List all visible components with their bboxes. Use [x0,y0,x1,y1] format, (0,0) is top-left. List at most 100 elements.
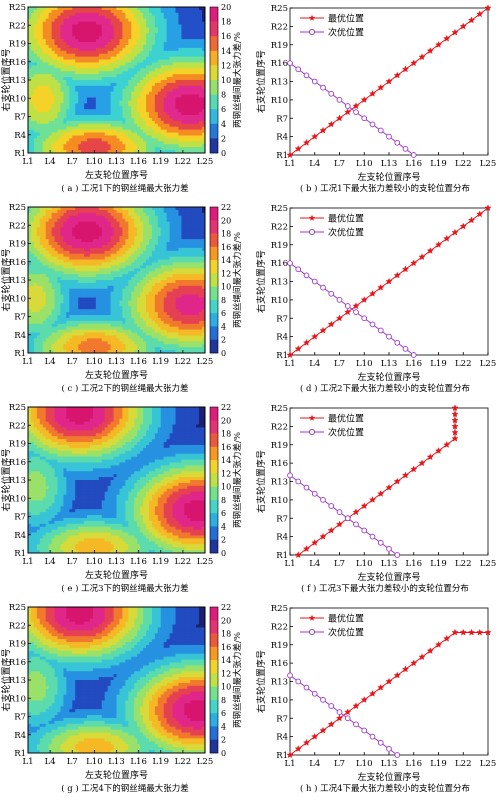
contour-cell [113,271,117,275]
contour-cell [193,242,197,246]
y-tick-label: R19 [9,40,26,50]
contour-cell [196,88,200,93]
contour-cell [92,59,97,63]
contour-cell [190,297,194,301]
contour-cell [151,68,156,72]
contour-cell [33,209,38,214]
contour-cell [42,126,47,131]
contour-cell [95,18,100,22]
contour-cell [33,80,38,84]
contour-cell [69,236,73,240]
contour-cell [160,42,165,46]
contour-cell [122,68,126,72]
contour-cell [119,117,123,122]
contour-cell [30,50,35,55]
contour-cell [30,144,35,148]
contour-cell [181,39,185,43]
contour-cell [113,215,117,220]
contour-cell [140,277,144,281]
contour-cell [193,126,197,131]
contour-cell [116,147,120,151]
contour-cell [131,21,135,25]
contour-cell [154,97,159,101]
contour-cell [128,242,132,246]
contour-cell [87,9,91,14]
contour-cell [151,227,156,231]
contour-cell [146,132,150,136]
contour-cell [33,9,38,14]
contour-cell [166,212,170,217]
contour-cell [187,274,191,278]
contour-cell [36,271,41,275]
contour-cell [172,36,176,40]
contour-cell [202,242,206,246]
contour-cell [45,271,50,275]
contour-cell [36,138,41,142]
contour-cell [190,106,194,110]
contour-cell [122,282,126,287]
contour-cell [72,24,76,28]
contour-cell [181,265,185,269]
contour-cell [137,109,141,113]
contour-cell [199,33,203,37]
contour-cell [202,53,206,58]
contour-cell [160,21,165,25]
contour-cell [42,150,47,154]
contour-cell [178,112,182,116]
contour-cell [110,259,114,263]
contour-cell [166,250,170,255]
contour-cell [98,123,103,128]
contour-cell [51,15,55,20]
contour-cell [131,147,135,151]
contour-cell [122,97,126,101]
contour-cell [128,135,132,139]
contour-cell [178,207,182,211]
contour-cell [154,132,159,136]
contour-cell [60,112,64,116]
contour-cell [51,112,55,116]
contour-cell [131,247,135,252]
contour-cell [60,280,64,284]
contour-cell [33,282,38,287]
contour-cell [190,277,194,281]
contour-cell [72,247,76,252]
contour-cell [63,88,67,93]
contour-cell [101,277,106,281]
contour-cell [134,103,138,107]
contour-cell [151,77,156,81]
contour-cell [175,242,179,246]
contour-cell [51,94,55,98]
contour-cell [172,88,176,93]
contour-cell [202,50,206,55]
contour-cell [78,56,82,60]
contour-cell [92,53,97,58]
contour-cell [125,277,129,281]
contour-cell [110,209,114,214]
contour-cell [160,47,165,52]
contour-cell [202,80,206,84]
contour-cell [184,97,188,101]
contour-cell [33,233,38,237]
contour-cell [119,112,123,116]
contour-cell [116,221,120,225]
contour-cell [92,56,97,60]
contour-cell [92,277,97,281]
contour-cell [134,12,138,17]
contour-cell [128,100,132,104]
contour-cell [33,30,38,34]
contour-cell [184,91,188,95]
contour-cell [190,12,194,17]
contour-cell [187,297,191,301]
contour-cell [169,207,173,211]
contour-cell [48,117,52,122]
contour-cell [202,15,206,20]
contour-cell [75,236,79,240]
contour-cell [28,233,32,237]
contour-cell [66,294,70,298]
contour-cell [42,294,47,298]
contour-cell [190,109,194,113]
contour-cell [172,33,176,37]
contour-cell [54,68,58,72]
contour-cell [157,239,162,243]
contour-cell [107,123,111,128]
